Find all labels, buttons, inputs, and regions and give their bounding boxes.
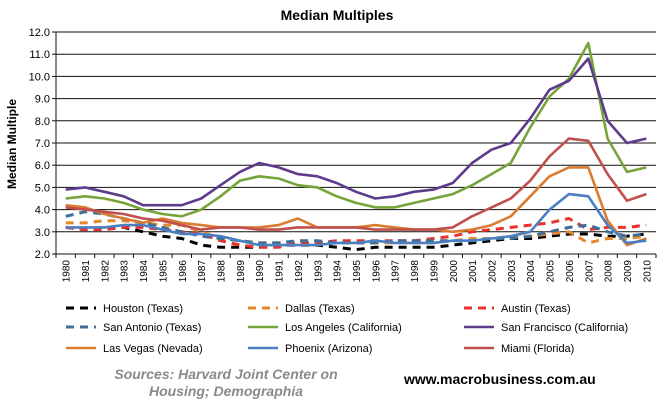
x-tick-label: 2010: [642, 260, 653, 283]
legend-label: Las Vegas (Nevada): [103, 343, 203, 355]
legend-label: Miami (Florida): [501, 343, 574, 355]
x-tick-label: 1984: [139, 260, 150, 283]
series-line-houston-texas: [65, 225, 647, 252]
series-line-san-francisco-california: [65, 57, 647, 207]
y-tick-label: 9.0: [35, 94, 50, 106]
x-tick-label: 1995: [352, 260, 363, 283]
series-line-los-angeles-california: [65, 41, 647, 218]
x-tick-label: 1988: [217, 260, 228, 283]
x-tick-label: 1986: [178, 260, 189, 283]
x-tick-label: 1994: [333, 260, 344, 283]
x-tick-label: 1985: [158, 260, 169, 283]
x-tick-label: 1998: [410, 260, 421, 283]
y-tick-label: 12.0: [29, 27, 50, 39]
y-tick-label: 8.0: [35, 116, 50, 128]
x-tick-label: 1989: [236, 260, 247, 283]
y-axis-title: Median Multiple: [5, 99, 19, 189]
x-tick-label: 2006: [565, 260, 576, 283]
x-tick-label: 1983: [120, 260, 131, 283]
y-tick-label: 11.0: [29, 49, 50, 61]
legend-label: Los Angeles (California): [285, 322, 402, 334]
x-tick-label: 2001: [468, 260, 479, 283]
x-tick-label: 1993: [313, 260, 324, 283]
x-tick-label: 2004: [526, 260, 537, 283]
source-note: Sources: Harvard Joint Center on Housing…: [114, 366, 338, 399]
x-tick-label: 1982: [100, 260, 111, 283]
y-tick-label: 7.0: [35, 138, 50, 150]
x-tick-label: 2002: [487, 260, 498, 283]
x-tick-label: 2003: [507, 260, 518, 283]
y-tick-label: 4.0: [35, 205, 50, 217]
x-tick-label: 2007: [584, 260, 595, 283]
x-tick-label: 1980: [62, 260, 73, 283]
legend-label: San Francisco (California): [501, 322, 628, 334]
y-tick-label: 6.0: [35, 160, 50, 172]
legend-label: Dallas (Texas): [285, 303, 355, 315]
y-tick-label: 2.0: [35, 249, 50, 261]
x-tick-label: 1999: [429, 260, 440, 283]
chart-title: Median Multiples: [281, 7, 394, 23]
x-tick-label: 2008: [604, 260, 615, 283]
legend-label: Austin (Texas): [501, 303, 571, 315]
legend-label: Phoenix (Arizona): [285, 343, 372, 355]
legend-label: San Antonio (Texas): [103, 322, 201, 334]
y-tick-label: 10.0: [29, 71, 50, 83]
x-tick-label: 2000: [449, 260, 460, 283]
series-line-miami-florida: [65, 137, 647, 231]
x-tick-label: 2005: [546, 260, 557, 283]
legend-label: Houston (Texas): [103, 303, 183, 315]
x-tick-label: 2009: [623, 260, 634, 283]
x-tick-label: 1992: [294, 260, 305, 283]
x-tick-label: 1981: [81, 260, 92, 283]
x-tick-label: 1997: [391, 260, 402, 283]
y-tick-label: 5.0: [35, 182, 50, 194]
website-label: www.macrobusiness.com.au: [404, 371, 596, 387]
series-line-phoenix-arizona: [65, 192, 647, 247]
y-tick-label: 3.0: [35, 227, 50, 239]
x-tick-label: 1990: [255, 260, 266, 283]
x-tick-label: 1991: [275, 260, 286, 283]
x-tick-label: 1987: [197, 260, 208, 283]
x-tick-label: 1996: [371, 260, 382, 283]
